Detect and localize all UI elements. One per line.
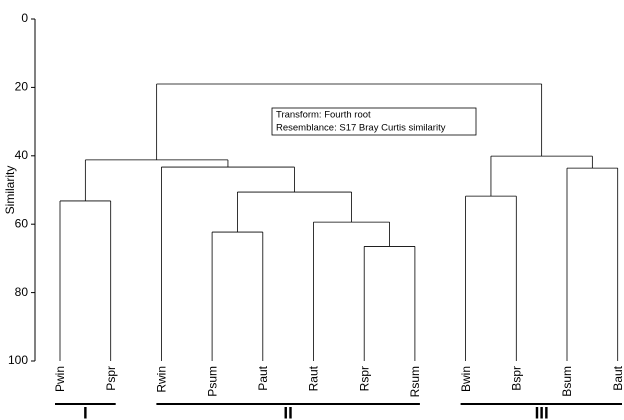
leaf-label: Pspr bbox=[104, 366, 118, 391]
group-label: I bbox=[83, 403, 88, 420]
leaf-label: Pwin bbox=[53, 366, 67, 392]
y-tick-label: 100 bbox=[8, 353, 28, 367]
leaf-label: Bwin bbox=[459, 366, 473, 392]
y-axis-title: Similarity bbox=[3, 166, 17, 215]
leaf-label: Rsum bbox=[408, 366, 422, 397]
y-tick-label: 0 bbox=[21, 11, 28, 25]
group-label: II bbox=[283, 403, 292, 420]
leaf-label: Raut bbox=[307, 365, 321, 391]
annotation-box bbox=[271, 107, 477, 136]
leaf-label: Rspr bbox=[357, 366, 371, 391]
leaf-label: Bsum bbox=[560, 366, 574, 397]
y-tick-label: 60 bbox=[15, 216, 29, 230]
y-tick-label: 40 bbox=[15, 148, 29, 162]
annotation: Resemblance: S17 Bray Curtis similarity bbox=[276, 123, 446, 134]
annotation: Transform: Fourth root bbox=[276, 110, 371, 121]
leaf-label: Psum bbox=[205, 366, 219, 397]
leaf-label: Rwin bbox=[155, 366, 169, 393]
leaf-label: Bspr bbox=[509, 366, 523, 391]
leaf-label: Baut bbox=[611, 365, 624, 390]
y-tick-label: 80 bbox=[15, 285, 29, 299]
group-label: III bbox=[535, 403, 549, 420]
y-tick-label: 20 bbox=[15, 80, 29, 94]
leaf-label: Paut bbox=[256, 365, 270, 390]
